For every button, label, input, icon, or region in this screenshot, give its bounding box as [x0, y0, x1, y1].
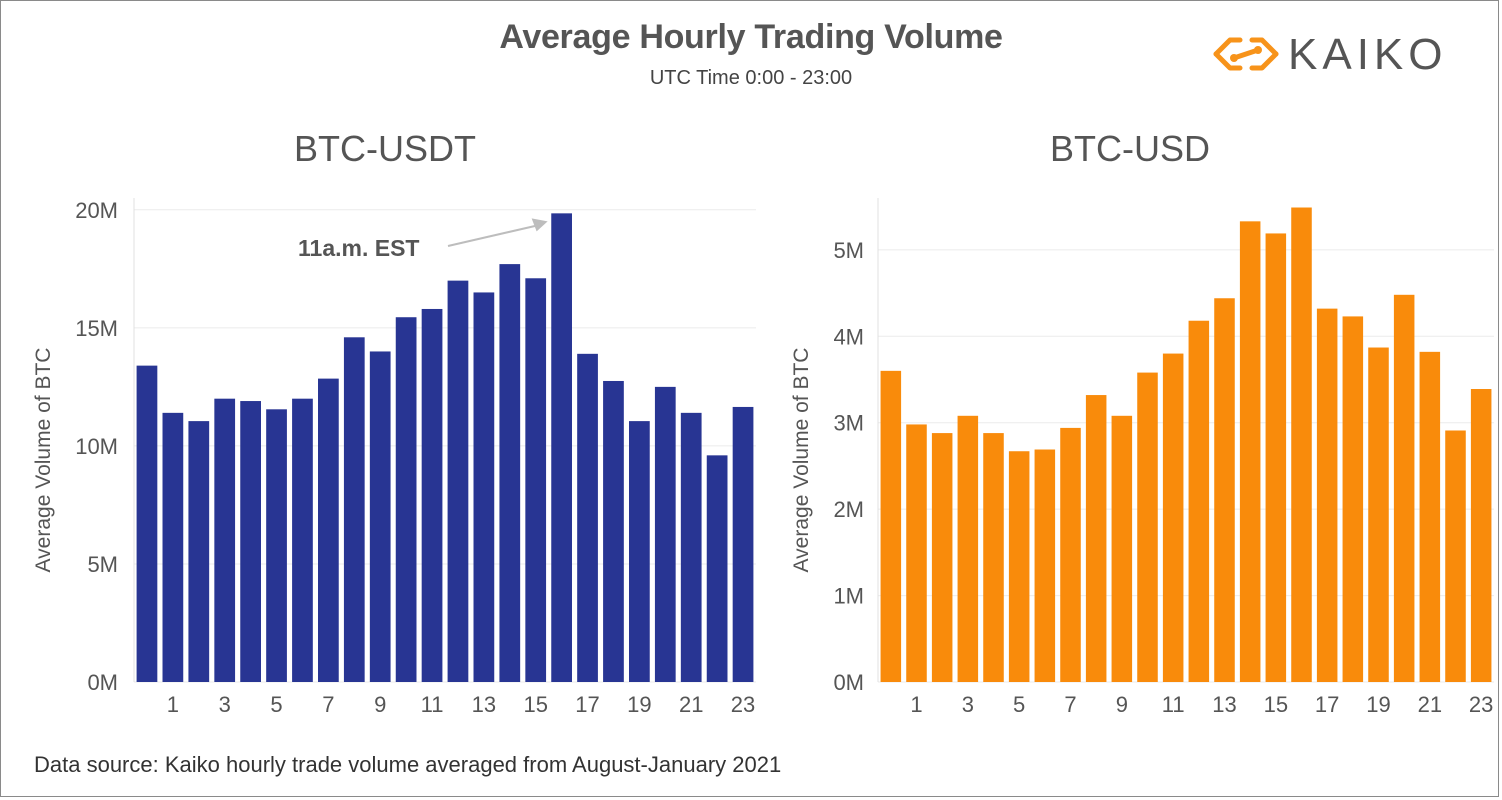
x-tick-label: 21: [679, 692, 703, 717]
x-tick-label: 11: [421, 692, 444, 717]
x-tick-label: 17: [575, 692, 599, 717]
kaiko-logo: KAIKO: [1210, 28, 1470, 80]
x-tick-label: 19: [627, 692, 651, 717]
page-title: Average Hourly Trading Volume: [499, 18, 1003, 56]
bar-hour-23: [732, 406, 754, 682]
bar-hour-1: [162, 412, 184, 682]
bar-hour-15: [525, 278, 547, 682]
x-tick-label: 11: [1162, 692, 1185, 717]
x-tick-label: 21: [1418, 692, 1442, 717]
bar-hour-6: [292, 398, 313, 682]
x-tick-label: 23: [731, 692, 755, 717]
bar-hour-22: [706, 455, 728, 682]
chart-title-btc-usd: BTC-USD: [1050, 128, 1210, 169]
annotation-label: 11a.m. EST: [298, 235, 419, 261]
x-tick-label: 13: [472, 692, 496, 717]
bar-hour-19: [629, 421, 650, 682]
x-tick-label: 17: [1315, 692, 1339, 717]
bar-hour-7: [1060, 427, 1081, 682]
x-tick-label: 7: [1064, 692, 1076, 717]
x-tick-label: 5: [1013, 692, 1025, 717]
y-tick-label: 1M: [833, 584, 864, 609]
y-tick-label: 0M: [833, 670, 864, 695]
bar-hour-18: [603, 380, 624, 682]
bar-hour-4: [240, 401, 261, 682]
bar-hour-7: [318, 378, 339, 682]
y-tick-label: 10M: [75, 434, 118, 459]
x-tick-label: 15: [1264, 692, 1288, 717]
y-axis-title: Average Volume of BTC: [790, 348, 813, 573]
bar-hour-20: [654, 386, 676, 682]
x-tick-label: 9: [1116, 692, 1128, 717]
bar-hour-9: [1111, 415, 1133, 682]
logo-text: KAIKO: [1288, 30, 1448, 79]
bar-hour-1: [906, 424, 927, 682]
bar-hour-23: [1470, 389, 1492, 682]
y-axis-title: Average Volume of BTC: [32, 348, 55, 573]
y-tick-label: 4M: [833, 324, 864, 349]
x-tick-label: 23: [1469, 692, 1493, 717]
x-tick-label: 19: [1366, 692, 1390, 717]
x-tick-label: 3: [219, 692, 231, 717]
bar-hour-21: [1419, 351, 1441, 682]
bar-hour-17: [577, 353, 598, 682]
bar-hour-13: [473, 292, 495, 682]
chart-title-btc-usdt: BTC-USDT: [294, 128, 476, 169]
y-tick-label: 0M: [87, 670, 118, 695]
y-tick-label: 5M: [87, 552, 118, 577]
bar-hour-4: [983, 433, 1004, 682]
bar-hour-10: [1137, 372, 1158, 682]
annotation-arrow-line: [447, 224, 538, 247]
y-tick-label: 5M: [833, 238, 864, 263]
x-tick-label: 15: [523, 692, 547, 717]
x-tick-label: 9: [374, 692, 386, 717]
bar-hour-6: [1034, 449, 1056, 682]
bar-hour-0: [880, 370, 902, 682]
y-tick-label: 2M: [833, 497, 864, 522]
x-tick-label: 3: [962, 692, 974, 717]
bar-hour-12: [1188, 320, 1210, 682]
annotation-arrowhead: [531, 218, 548, 232]
bar-hour-19: [1368, 347, 1389, 682]
bar-hour-20: [1393, 294, 1415, 682]
bar-hour-13: [1214, 298, 1235, 682]
bar-hour-12: [447, 280, 469, 682]
bar-hour-5: [1008, 451, 1030, 682]
bar-hour-2: [931, 433, 953, 682]
bar-hour-17: [1316, 308, 1338, 682]
bar-hour-10: [395, 317, 417, 682]
bar-hour-16: [551, 213, 572, 682]
bar-hour-8: [1085, 395, 1107, 682]
bar-hour-22: [1445, 430, 1466, 682]
bar-hour-3: [957, 415, 979, 682]
bar-hour-14: [499, 264, 521, 682]
kaiko-diamond-logo-icon: [1213, 37, 1279, 71]
y-tick-label: 3M: [833, 411, 864, 436]
bar-hour-18: [1342, 316, 1364, 682]
bar-hour-3: [214, 398, 236, 682]
y-tick-label: 15M: [75, 316, 118, 341]
bar-hour-11: [1162, 353, 1184, 682]
bar-hour-9: [369, 351, 391, 682]
bar-hour-2: [188, 421, 210, 682]
bar-hour-11: [421, 308, 443, 682]
bar-hour-15: [1265, 233, 1287, 682]
x-tick-label: 5: [270, 692, 282, 717]
bar-hour-5: [266, 409, 287, 682]
page-subtitle: UTC Time 0:00 - 23:00: [649, 67, 853, 89]
y-tick-label: 20M: [75, 198, 118, 223]
bar-hour-8: [343, 337, 365, 682]
x-tick-label: 1: [910, 692, 922, 717]
bar-hour-21: [680, 412, 702, 682]
x-tick-label: 1: [167, 692, 179, 717]
x-tick-label: 7: [322, 692, 334, 717]
bar-hour-0: [136, 365, 158, 682]
bar-hour-16: [1291, 207, 1312, 682]
data-source-note: Data source: Kaiko hourly trade volume a…: [34, 752, 782, 777]
bar-hour-14: [1239, 221, 1261, 683]
x-tick-label: 13: [1212, 692, 1236, 717]
